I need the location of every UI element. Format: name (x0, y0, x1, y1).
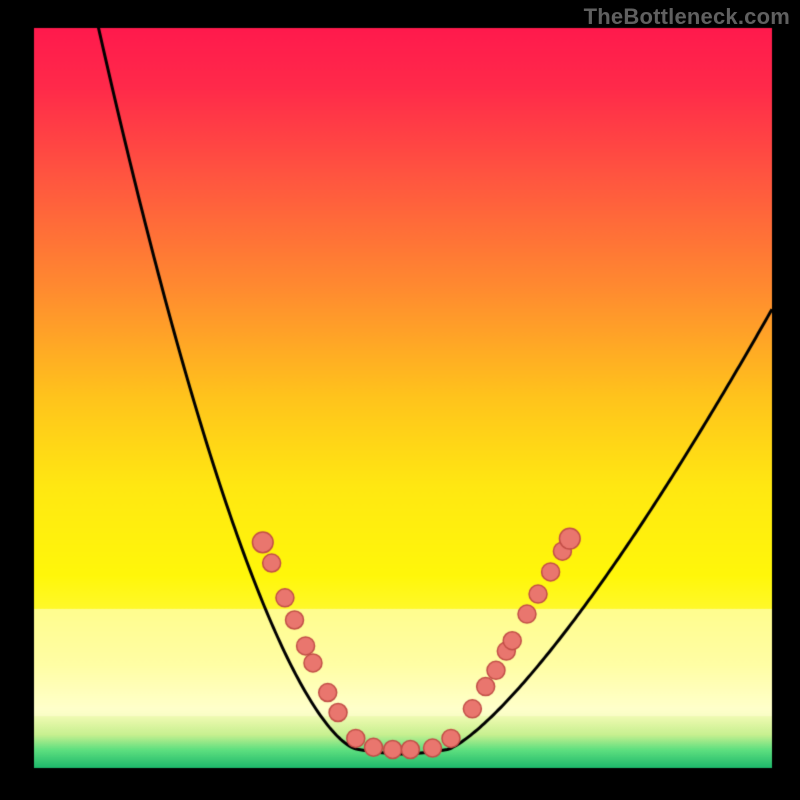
bottleneck-chart-canvas (0, 0, 800, 800)
stage: TheBottleneck.com (0, 0, 800, 800)
watermark-text: TheBottleneck.com (584, 4, 790, 30)
